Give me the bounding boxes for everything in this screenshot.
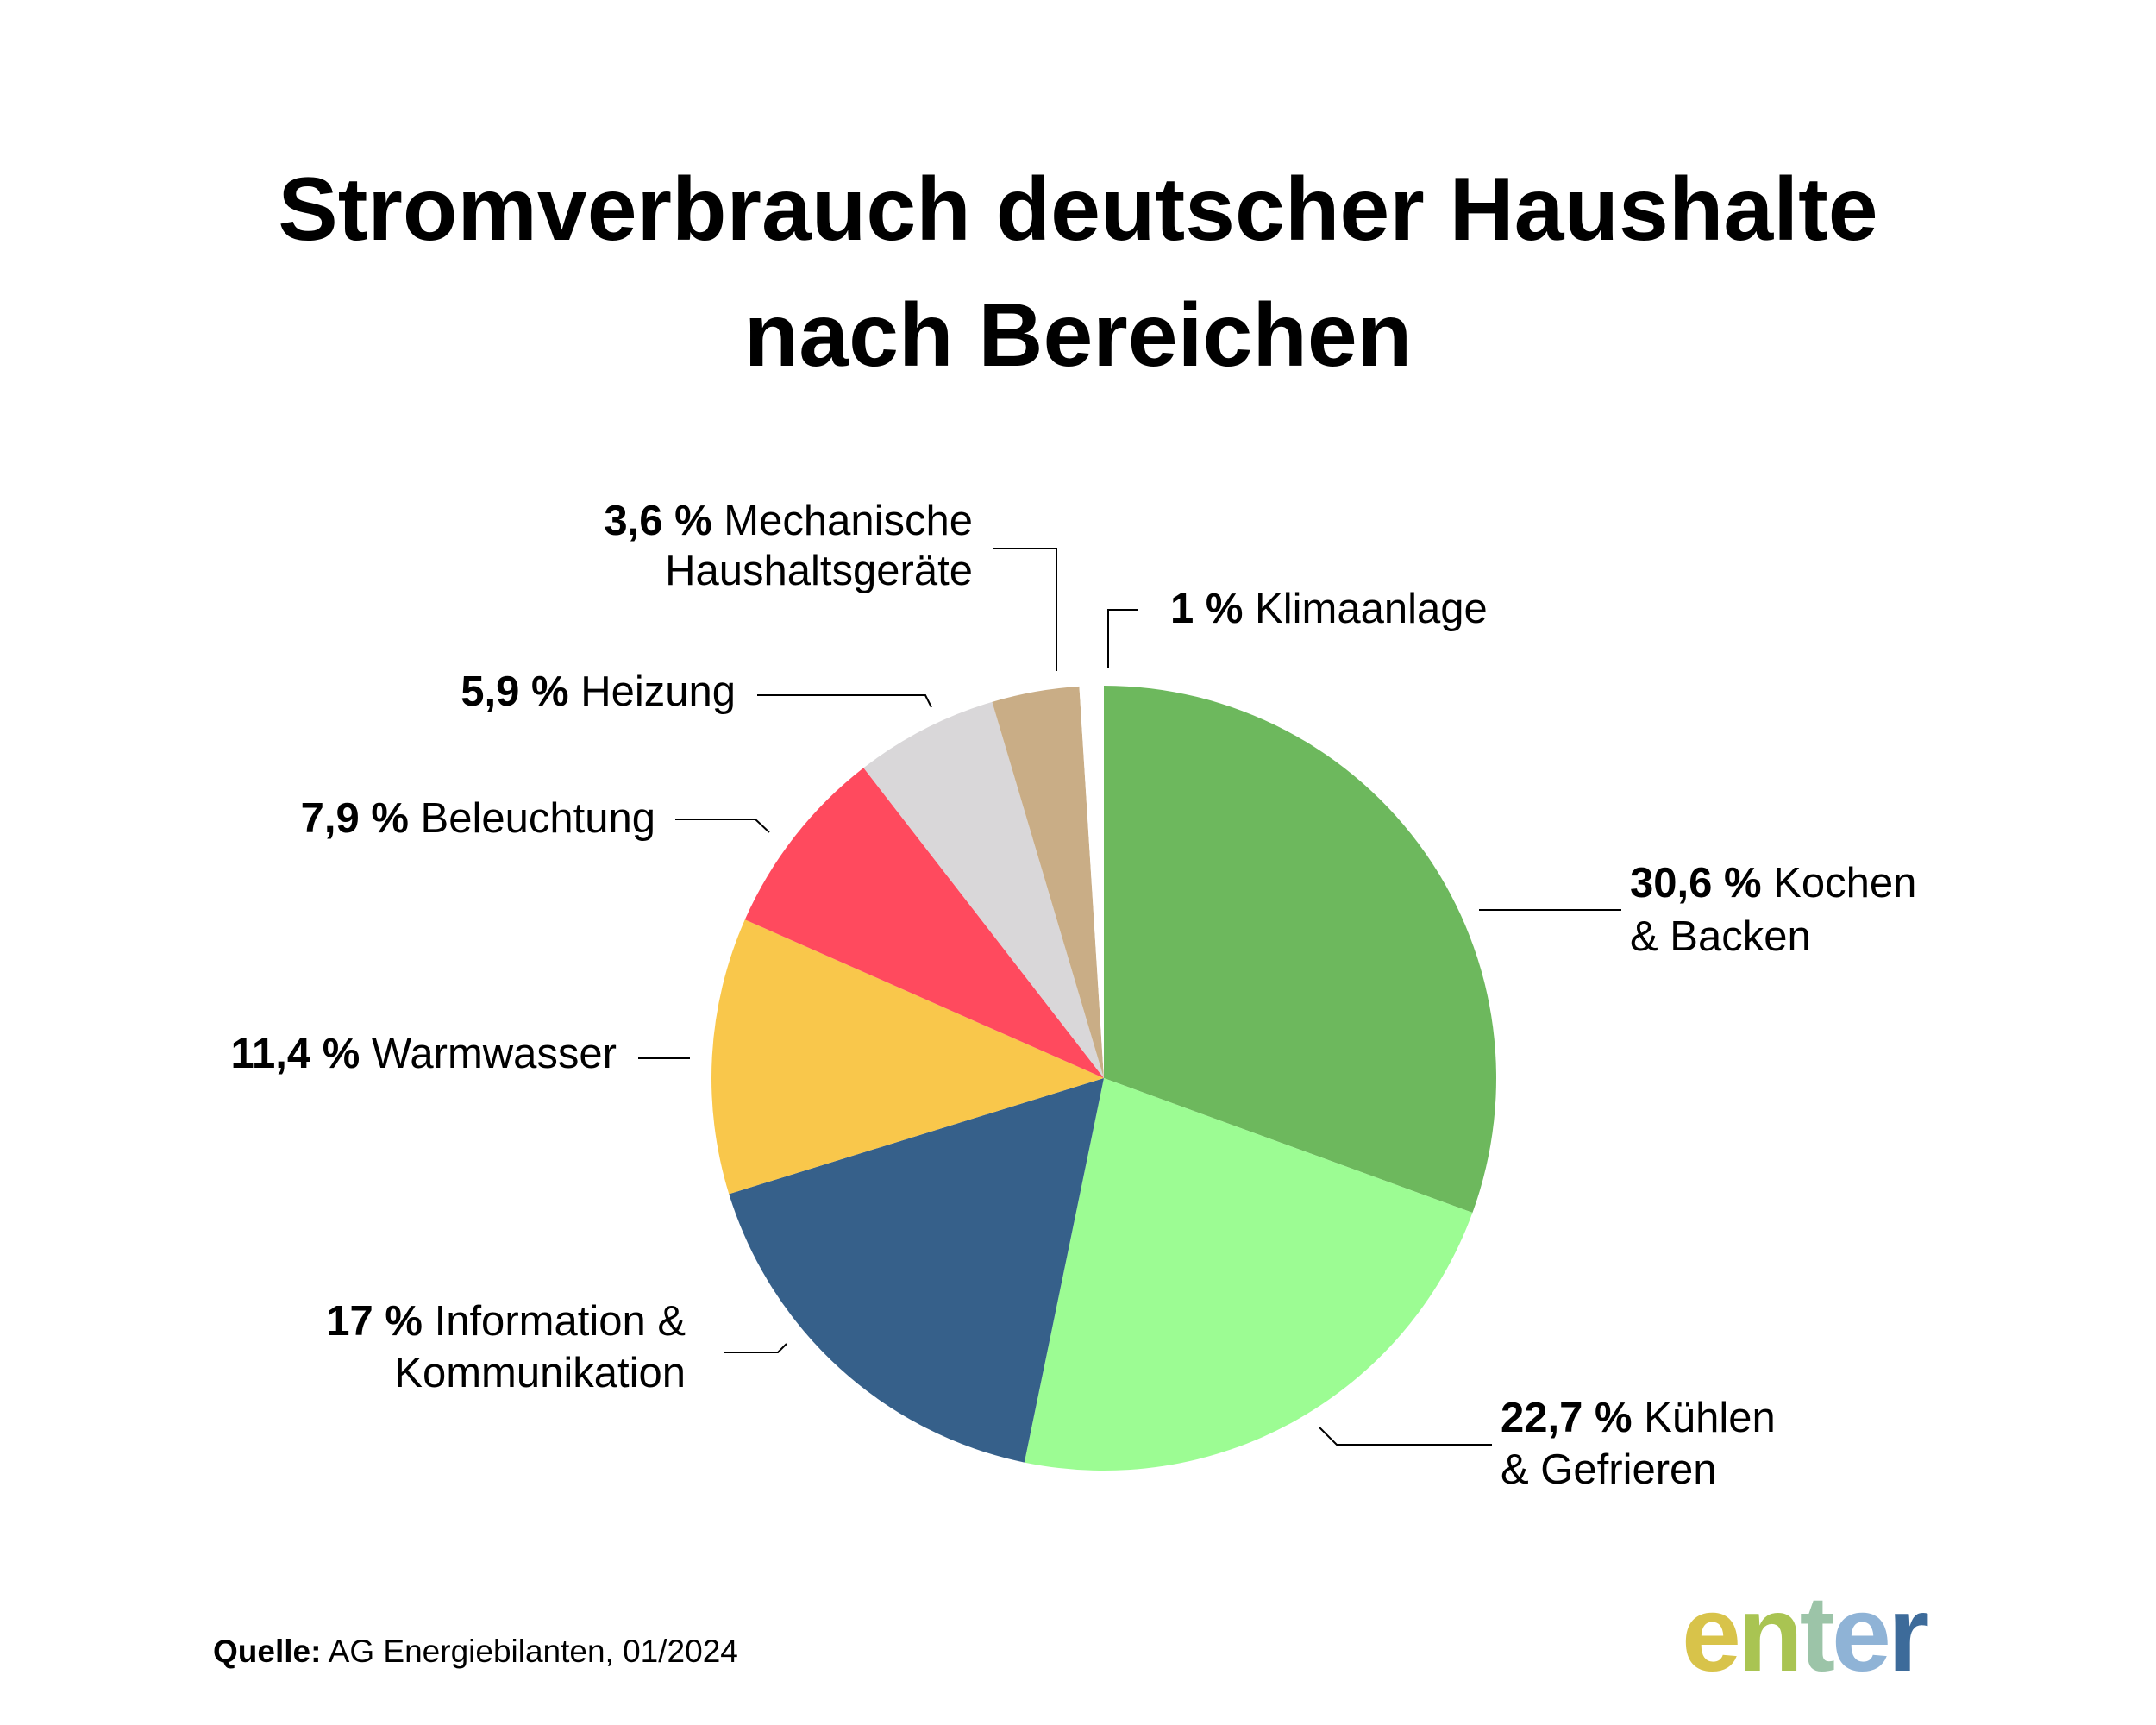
slice-value-label-4: 7,9 % <box>301 795 409 842</box>
enter-logo: enter <box>1682 1581 1929 1688</box>
slice-category-label-1-line-2: & Gefrieren <box>1501 1446 1717 1493</box>
pie-slice-2 <box>729 1078 1104 1463</box>
slice-category-label-5: Heizung <box>569 668 736 715</box>
slice-category-label-2-line-2: Kommunikation <box>394 1350 686 1396</box>
slice-category-label-4: Beleuchtung <box>409 795 655 842</box>
slice-value-label-2: 17 % <box>326 1298 423 1345</box>
logo-letter-e: e <box>1682 1575 1741 1694</box>
slice-label-1: 22,7 % Kühlen & Gefrieren <box>1501 1395 1776 1493</box>
logo-letter-n: n <box>1737 1575 1803 1694</box>
slice-value-label-5: 5,9 % <box>461 668 568 715</box>
leader-lines <box>638 548 1621 1446</box>
leader-line-2 <box>724 1343 787 1353</box>
slice-category-label-2: Information & <box>423 1298 686 1345</box>
chart-title-line-2: nach Bereichen <box>743 285 1413 386</box>
leader-line-7 <box>1107 609 1138 668</box>
pie-slice-0 <box>1104 686 1496 1213</box>
chart-title: Stromverbrauch deutscher Haushalte nach … <box>0 147 2156 398</box>
leader-line-4 <box>675 819 770 833</box>
slice-category-label-3: Warmwasser <box>360 1031 617 1077</box>
pie-slice-4 <box>744 768 1104 1078</box>
slice-value-label-6: 3,6 % <box>604 498 711 544</box>
pie-slice-6 <box>992 686 1104 1078</box>
slice-value-label-1: 22,7 % <box>1501 1395 1633 1441</box>
slice-category-label-1: Kühlen <box>1633 1395 1776 1441</box>
chart-title-line-1: Stromverbrauch deutscher Haushalte <box>278 160 1878 260</box>
slice-label-3: 11,4 % Warmwasser <box>231 1031 617 1077</box>
slice-category-label-7: Klimaanlage <box>1243 586 1487 632</box>
pie-slices <box>711 686 1496 1471</box>
slice-category-label-6: Mechanische <box>712 498 973 544</box>
slice-value-label-3: 11,4 % <box>231 1031 360 1077</box>
slice-label-2: 17 % Information & Kommunikation <box>326 1298 686 1396</box>
slice-value-label-0: 30,6 % <box>1630 860 1762 906</box>
slice-label-0: 30,6 % Kochen & Backen <box>1630 860 1916 960</box>
pie-slice-7 <box>1079 686 1104 1078</box>
source-label: Quelle: <box>213 1634 322 1669</box>
pie-slice-1 <box>1024 1078 1473 1471</box>
slice-category-label-0-line-2: & Backen <box>1630 913 1811 960</box>
slice-category-label-6-line-2: Haushaltsgeräte <box>665 548 973 594</box>
source-text: AG Energiebilanten, 01/2024 <box>328 1634 738 1669</box>
slice-label-7: 1 % Klimaanlage <box>1170 586 1488 632</box>
slice-label-6: 3,6 % Mechanische Haushaltsgeräte <box>604 498 973 594</box>
source-note: Quelle: AG Energiebilanten, 01/2024 <box>213 1630 738 1673</box>
logo-letter-e2: e <box>1832 1575 1891 1694</box>
slice-category-label-0: Kochen <box>1762 860 1917 906</box>
pie-slice-5 <box>863 701 1104 1078</box>
logo-letter-r: r <box>1887 1575 1929 1694</box>
leader-line-6 <box>993 548 1057 671</box>
leader-line-5 <box>757 694 932 708</box>
slice-value-label-7: 1 % <box>1170 586 1243 632</box>
pie-slice-3 <box>711 919 1104 1195</box>
slice-label-4: 7,9 % Beleuchtung <box>301 795 655 842</box>
leader-line-1 <box>1319 1427 1492 1446</box>
slice-label-5: 5,9 % Heizung <box>461 668 736 715</box>
slice-labels: 30,6 % Kochen & Backen 22,7 % Kühlen & Gefr… <box>231 498 1917 1493</box>
logo-letter-t: t <box>1799 1575 1835 1694</box>
